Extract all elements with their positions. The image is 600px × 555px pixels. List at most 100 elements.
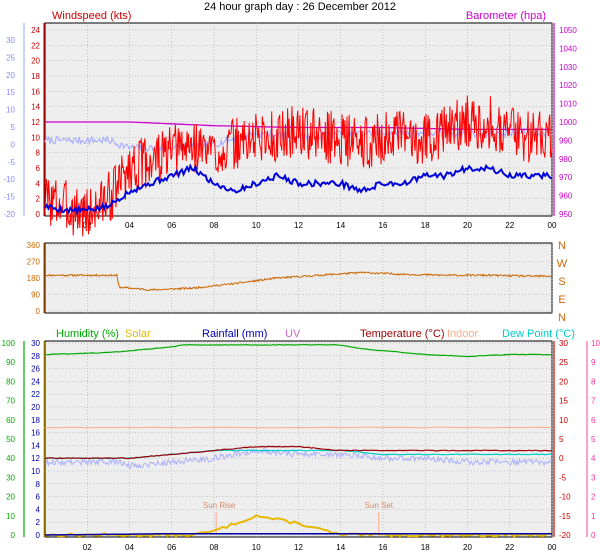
x-tick-label: 00 xyxy=(548,221,557,230)
x-tick-label: 06 xyxy=(167,221,176,230)
uv-tick-label: 2 xyxy=(591,493,596,502)
baro-tick-label: 1010 xyxy=(559,100,577,109)
temp-tick-label: 15 xyxy=(6,88,15,97)
temperature-tick-label: 15 xyxy=(559,397,568,406)
legend-dewpoint: Dew Point (°C) xyxy=(502,328,575,340)
solar-tick-label: 14 xyxy=(31,441,40,450)
x-tick-label: 10 xyxy=(252,221,261,230)
x-tick-label: 10 xyxy=(252,543,261,552)
temperature-tick-label: -10 xyxy=(559,493,571,502)
baro-tick-label: 960 xyxy=(559,192,573,201)
wind-tick-label: 8 xyxy=(36,149,41,158)
solar-tick-label: 28 xyxy=(31,352,40,361)
humidity-tick-label: 0 xyxy=(11,531,16,540)
humidity-tick-label: 50 xyxy=(6,435,15,444)
wind-tick-label: 10 xyxy=(31,133,40,142)
wind-tick-label: 14 xyxy=(31,103,40,112)
humidity-line xyxy=(45,343,553,358)
compass-label: N xyxy=(558,312,566,324)
legend-solar: Solar xyxy=(125,328,151,340)
temp-tick-label: 25 xyxy=(6,53,15,62)
wind-panel: Windspeed (kts) Barometer (hpa) 30252015… xyxy=(3,10,577,237)
solar-tick-label: 24 xyxy=(31,377,40,386)
x-tick-label: 12 xyxy=(294,543,303,552)
wind-tick-label: 6 xyxy=(36,164,41,173)
temperature-tick-label: -5 xyxy=(559,473,567,482)
x-tick-label: 02 xyxy=(83,221,92,230)
x-tick-label: 18 xyxy=(421,221,430,230)
legend-uv: UV xyxy=(285,328,301,340)
x-tick-label: 12 xyxy=(294,221,303,230)
sunset-label: Sun Set xyxy=(365,501,394,510)
compass-label: N xyxy=(558,240,566,252)
temp-tick-label: 5 xyxy=(11,123,16,132)
solar-tick-label: 6 xyxy=(36,493,41,502)
uv-tick-label: 5 xyxy=(591,435,596,444)
direction-plot-area xyxy=(44,242,553,314)
x-tick-label: 22 xyxy=(505,543,514,552)
temp-tick-label: 10 xyxy=(6,106,15,115)
temperature-trace-line xyxy=(44,447,553,470)
x-tick-label: 16 xyxy=(379,221,388,230)
baro-tick-label: 990 xyxy=(559,136,573,145)
baro-tick-label: 1020 xyxy=(559,81,577,90)
baro-tick-label: 950 xyxy=(559,210,573,219)
temp-tick-label: 0 xyxy=(11,140,16,149)
direction-tick-label: 180 xyxy=(27,274,41,283)
temp-tick-label: -15 xyxy=(3,193,15,202)
solar-tick-label: 2 xyxy=(36,518,41,527)
temperature-tick-label: 0 xyxy=(559,454,564,463)
humidity-tick-label: 80 xyxy=(6,377,15,386)
temp-tick-label: -5 xyxy=(8,158,16,167)
wind-tick-label: 12 xyxy=(31,118,40,127)
solar-tick-label: 4 xyxy=(36,505,41,514)
legend-rainfall: Rainfall (mm) xyxy=(202,328,267,340)
humidity-tick-label: 10 xyxy=(6,512,15,521)
sunrise-label: Sun Rise xyxy=(203,501,236,510)
x-tick-label: 20 xyxy=(463,543,472,552)
uv-tick-label: 4 xyxy=(591,454,596,463)
uv-tick-label: 9 xyxy=(591,358,596,367)
wind-tick-label: 0 xyxy=(36,210,41,219)
solar-tick-label: 20 xyxy=(31,403,40,412)
baro-axis-label: Barometer (hpa) xyxy=(466,10,546,22)
temperature-tick-label: -15 xyxy=(559,512,571,521)
uv-tick-label: 0 xyxy=(591,531,596,540)
x-tick-label: 14 xyxy=(336,221,345,230)
solar-tick-label: 26 xyxy=(31,365,40,374)
solar-tick-label: 18 xyxy=(31,416,40,425)
wind-tick-label: 4 xyxy=(36,179,41,188)
legend-indoor: Indoor xyxy=(447,328,479,340)
compass-label: E xyxy=(558,294,565,306)
x-tick-label: 08 xyxy=(210,543,219,552)
rainfall-line xyxy=(44,532,552,536)
humidity-panel: Humidity (%) Solar Rainfall (mm) UV Temperat… xyxy=(2,328,600,552)
wind-direction-line xyxy=(45,271,553,291)
temperature-line xyxy=(44,127,553,153)
humidity-tick-label: 60 xyxy=(6,416,15,425)
humidity-tick-label: 20 xyxy=(6,493,15,502)
x-tick-label: 14 xyxy=(336,543,345,552)
temp-tick-label: 30 xyxy=(6,36,15,45)
solar-line xyxy=(44,514,552,538)
wind-tick-label: 22 xyxy=(31,41,40,50)
baro-tick-label: 970 xyxy=(559,173,573,182)
x-tick-label: 08 xyxy=(210,221,219,230)
temperature-tick-label: 20 xyxy=(559,377,568,386)
legend-temperature: Temperature (°C) xyxy=(360,328,444,340)
baro-tick-label: 980 xyxy=(559,155,573,164)
legend-humidity: Humidity (%) xyxy=(56,328,119,340)
compass-label: S xyxy=(558,276,565,288)
direction-tick-label: 360 xyxy=(27,241,41,250)
wind-tick-label: 2 xyxy=(36,195,41,204)
solar-tick-label: 10 xyxy=(31,467,40,476)
temp-tick-label: -20 xyxy=(3,210,15,219)
x-tick-label: 04 xyxy=(125,221,134,230)
baro-tick-label: 1050 xyxy=(559,26,577,35)
temp-tick-label: 20 xyxy=(6,71,15,80)
uv-tick-label: 7 xyxy=(591,397,596,406)
temperature-tick-label: 10 xyxy=(559,416,568,425)
baro-tick-label: 1040 xyxy=(559,44,577,53)
indoor-line xyxy=(44,426,553,429)
temperature-tick-label: 30 xyxy=(559,339,568,348)
